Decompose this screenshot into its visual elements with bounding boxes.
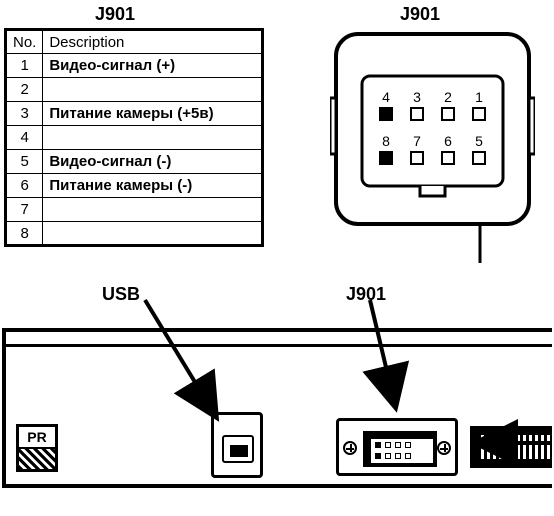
table-row: 8 bbox=[6, 222, 263, 246]
j901-panel-slot bbox=[336, 418, 458, 476]
col-desc: Description bbox=[43, 30, 263, 54]
pin-num: 6 bbox=[444, 133, 452, 149]
pin-num: 5 bbox=[475, 133, 483, 149]
connector-title: J901 bbox=[400, 4, 440, 25]
table-header-row: No. Description bbox=[6, 30, 263, 54]
pin-box bbox=[442, 108, 454, 120]
table-row: 6Питание камеры (-) bbox=[6, 174, 263, 198]
pin-num: 3 bbox=[413, 89, 421, 105]
table-row: 4 bbox=[6, 126, 263, 150]
usb-label: USB bbox=[102, 284, 140, 305]
j901-inner bbox=[363, 431, 437, 467]
pin-num: 4 bbox=[382, 89, 390, 105]
table-row: 1Видео-сигнал (+) bbox=[6, 54, 263, 78]
pin-box bbox=[473, 152, 485, 164]
j901-bottom-label: J901 bbox=[346, 284, 386, 305]
table-row: 5Видео-сигнал (-) bbox=[6, 150, 263, 174]
table-row: 2 bbox=[6, 78, 263, 102]
table-title: J901 bbox=[95, 4, 135, 25]
pin-box bbox=[411, 108, 423, 120]
pin-box bbox=[411, 152, 423, 164]
table-row: 3Питание камеры (+5в) bbox=[6, 102, 263, 126]
pr-box: PR bbox=[16, 424, 58, 472]
pin-box bbox=[442, 152, 454, 164]
pin-num: 1 bbox=[475, 89, 483, 105]
panel-top-ridge bbox=[2, 344, 552, 347]
pin-num: 2 bbox=[444, 89, 452, 105]
right-connector bbox=[470, 426, 552, 468]
pin-box bbox=[380, 152, 392, 164]
pin-box bbox=[380, 108, 392, 120]
col-no: No. bbox=[6, 30, 43, 54]
screw-icon bbox=[343, 441, 357, 455]
pinout-table: No. Description 1Видео-сигнал (+) 2 3Пит… bbox=[4, 28, 264, 247]
pr-label: PR bbox=[19, 427, 55, 447]
pin-num: 8 bbox=[382, 133, 390, 149]
table-row: 7 bbox=[6, 198, 263, 222]
hatch-icon bbox=[19, 447, 55, 469]
device-panel: PR bbox=[2, 328, 552, 488]
connector-diagram: 4 3 2 1 8 7 6 5 bbox=[330, 28, 535, 238]
pin-num: 7 bbox=[413, 133, 421, 149]
pin-box bbox=[473, 108, 485, 120]
screw-icon bbox=[437, 441, 451, 455]
usb-connector bbox=[211, 412, 263, 478]
